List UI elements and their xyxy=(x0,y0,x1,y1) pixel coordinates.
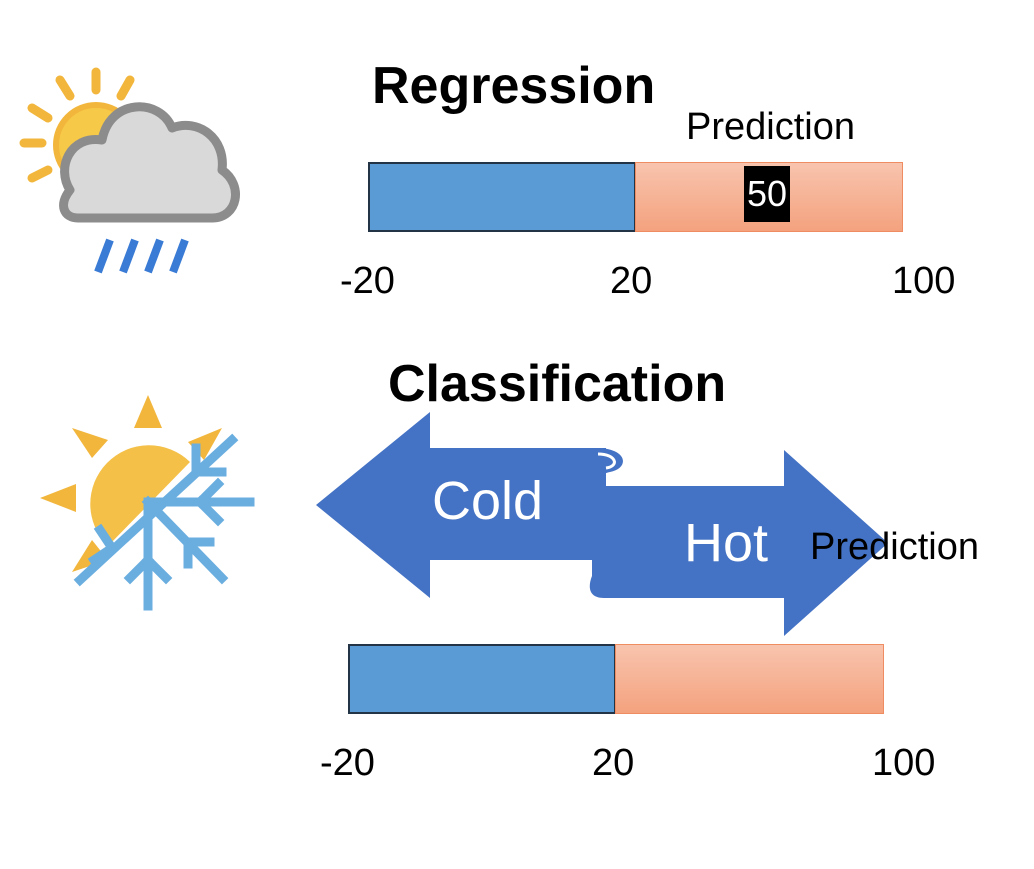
hot-arrow-label: Hot xyxy=(684,513,769,573)
classification-title: Classification xyxy=(388,355,727,413)
classification-tick-mid: 20 xyxy=(592,742,635,784)
regression-cold-range-bar xyxy=(368,162,636,232)
hot-arrow xyxy=(589,450,888,636)
regression-title: Regression xyxy=(372,57,656,115)
regression-tick-max: 100 xyxy=(892,260,956,302)
regression-prediction-value: 50 xyxy=(744,166,791,222)
classification-tick-max: 100 xyxy=(872,742,936,784)
classification-hot-range-bar xyxy=(615,644,884,714)
classification-tick-min: -20 xyxy=(320,742,375,784)
regression-tick-min: -20 xyxy=(340,260,395,302)
regression-prediction-label: Prediction xyxy=(686,106,855,148)
classification-prediction-label: Prediction xyxy=(810,526,979,568)
cold-arrow xyxy=(316,412,606,598)
classification-cold-range-bar xyxy=(348,644,616,714)
regression-tick-mid: 20 xyxy=(610,260,653,302)
cold-arrow-label: Cold xyxy=(432,471,544,531)
